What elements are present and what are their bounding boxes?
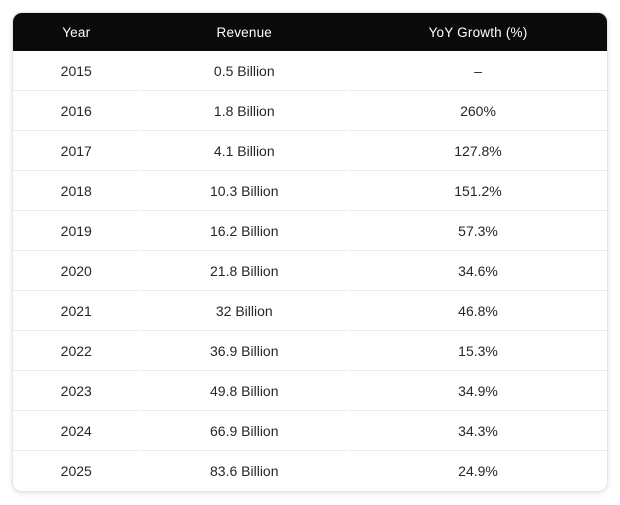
cell-yoy-growth: 46.8% [349,291,607,331]
table-row: 2024 66.9 Billion 34.3% [13,411,607,451]
cell-revenue: 36.9 Billion [141,331,348,371]
cell-yoy-growth: 34.6% [349,251,607,291]
cell-year: 2025 [60,463,92,479]
table-row: 2019 16.2 Billion 57.3% [13,211,607,251]
table-row: 2018 10.3 Billion 151.2% [13,171,607,211]
cell-yoy-growth: 57.3% [349,211,607,251]
cell-yoy-growth: 24.9% [458,463,498,479]
cell-revenue: 49.8 Billion [141,371,348,411]
cell-revenue: 0.5 Billion [141,51,348,91]
cell-year: 2019 [13,211,140,251]
cell-revenue: 10.3 Billion [141,171,348,211]
table-row: 2015 0.5 Billion – [13,51,607,91]
cell-year: 2016 [13,91,140,131]
cell-year: 2020 [13,251,140,291]
table-row: 2020 21.8 Billion 34.6% [13,251,607,291]
table-body: 2015 0.5 Billion –2016 1.8 Billion 260% 2017 4… [13,51,607,491]
table-header-row: Year Revenue YoY Growth (%) [13,13,607,51]
table-row: 2017 4.1 Billion 127.8% [13,131,607,171]
cell-yoy-growth: 34.3% [349,411,607,451]
cell-year: 2021 [13,291,140,331]
cell-revenue: 66.9 Billion [141,411,348,451]
cell-year: 2024 [13,411,140,451]
column-header-revenue: Revenue [216,24,272,40]
table-row: 2016 1.8 Billion 260% [13,91,607,131]
table-row: 2023 49.8 Billion 34.9% [13,371,607,411]
cell-year: 2015 [13,51,140,91]
column-header-yoy-growth: YoY Growth (%) [428,24,528,40]
cell-yoy-growth: 260% [349,91,607,131]
cell-yoy-growth: 15.3% [349,331,607,371]
cell-revenue: 83.6 Billion [210,463,279,479]
cell-year: 2023 [13,371,140,411]
table-row: 2022 36.9 Billion 15.3% [13,331,607,371]
cell-revenue: 21.8 Billion [141,251,348,291]
cell-revenue: 1.8 Billion [141,91,348,131]
cell-revenue: 16.2 Billion [141,211,348,251]
cell-revenue: 4.1 Billion [141,131,348,171]
cell-yoy-growth: 151.2% [349,171,607,211]
cell-yoy-growth: – [349,51,607,91]
cell-year: 2022 [13,331,140,371]
revenue-table-card: Year Revenue YoY Growth (%) 2015 0.5 Bill… [12,12,608,492]
table-row: 2025 83.6 Billion 24.9% [13,451,607,491]
cell-yoy-growth: 34.9% [349,371,607,411]
cell-year: 2017 [13,131,140,171]
cell-yoy-growth: 127.8% [349,131,607,171]
cell-revenue: 32 Billion [141,291,348,331]
column-header-year: Year [62,24,91,40]
cell-year: 2018 [13,171,140,211]
table-row: 2021 32 Billion 46.8% [13,291,607,331]
